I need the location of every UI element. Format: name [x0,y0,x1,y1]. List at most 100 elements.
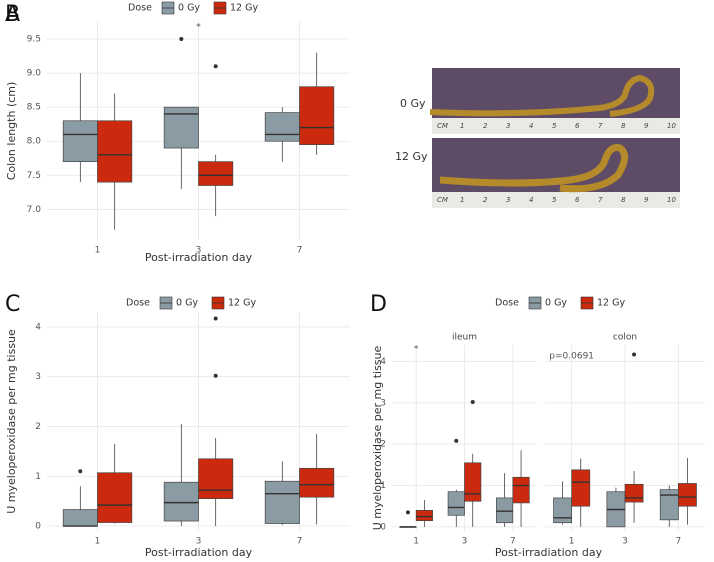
ruler-label: 1 [460,122,464,130]
x-tick-label: 7 [297,537,303,547]
box [198,458,234,499]
ruler-label: 9 [644,196,649,204]
strip-label: ileum [452,333,477,343]
ruler-label: 6 [575,196,580,204]
x-tick-label: 3 [622,537,628,547]
box [299,86,335,145]
x-tick-label: 7 [297,246,303,256]
x-tick-label: 1 [413,537,419,547]
box [464,462,482,502]
box [496,497,514,524]
x-tick-label: 1 [95,246,101,256]
ruler-label: 10 [667,196,676,204]
y-axis-title: Colon length (cm) [5,82,18,181]
y-tick-label: 4 [380,357,386,367]
box [62,509,98,527]
outlier [454,438,459,443]
legend-title: Dose [495,298,519,309]
ruler-label: 7 [598,122,603,130]
legend-label: 0 Gy [178,3,200,14]
y-tick-label: 2 [35,422,41,432]
outlier [179,37,184,42]
x-tick-label: 3 [196,537,202,547]
y-tick-label: 8.5 [27,103,41,113]
x-tick-label: 1 [569,537,575,547]
legend-label: 0 Gy [545,298,567,309]
y-tick-label: 7.0 [27,205,42,215]
ruler-label: 2 [483,122,488,130]
y-tick-label: 2 [380,440,386,450]
box [624,483,644,503]
box [97,120,133,183]
box [264,480,300,524]
panel-label: C [5,292,20,317]
legend-title: Dose [126,298,150,309]
y-tick-label: 3 [35,372,41,382]
legend-label: 12 Gy [597,298,625,309]
photo-row-label: 12 Gy [395,150,428,163]
ruler-label: 5 [552,196,557,204]
photo-row-label: 0 Gy [400,97,426,110]
ruler [432,118,680,134]
x-axis-title: Post-irradiation day [495,546,603,559]
y-tick-label: 0 [35,522,41,532]
ruler-label: 5 [552,122,557,130]
strip-label: colon [613,333,637,343]
y-tick-label: 4 [35,322,41,332]
x-axis-title: Post-irradiation day [145,251,253,264]
ruler-label: 2 [483,196,488,204]
box [62,120,98,163]
ruler-label: 3 [506,122,510,130]
box [299,467,335,498]
outlier [213,316,218,321]
outlier [78,469,83,474]
outlier [632,352,637,357]
outlier [470,400,475,405]
photo [429,68,680,208]
outlier [213,373,218,378]
x-tick-label: 1 [95,537,101,547]
x-axis-title: Post-irradiation day [145,546,253,559]
box [97,472,133,523]
box [198,161,234,186]
box [415,509,433,522]
panel-label: A [5,2,20,27]
annotation: * [414,345,419,355]
x-tick-label: 7 [510,537,516,547]
y-tick-label: 1 [380,481,386,491]
legend-title: Dose [128,3,152,14]
box [677,483,697,507]
y-tick-label: 9.5 [27,35,41,45]
box [264,112,300,142]
ruler-label: 4 [529,196,533,204]
ruler-label: 10 [667,122,676,130]
ruler-label: CM [437,122,448,130]
panel-label: D [370,292,387,317]
ruler-label: CM [437,196,448,204]
panel-label: B [5,2,20,27]
ruler-label: 9 [644,122,649,130]
y-axis-title: U myeloperoxidase per mg tissue [5,329,18,514]
outlier [405,510,410,515]
y-axis-title: U myeloperoxidase per mg tissue [371,345,384,530]
y-tick-label: 7.5 [27,171,41,181]
outlier [213,64,218,69]
y-tick-label: 0 [380,522,386,532]
ruler-label: 3 [506,196,510,204]
x-tick-label: 7 [675,537,681,547]
annotation: p=0.0691 [549,352,594,362]
box [553,497,573,524]
colon-tissue [439,144,628,193]
box [512,476,530,504]
ruler [432,192,680,208]
y-tick-label: 8.0 [27,137,42,147]
legend-label: 12 Gy [230,3,258,14]
ruler-label: 4 [529,122,533,130]
legend-label: 0 Gy [176,298,198,309]
x-tick-label: 3 [462,537,468,547]
ruler-label: 1 [460,196,464,204]
ruler-label: 7 [598,196,603,204]
box [447,491,465,516]
box [571,469,591,507]
